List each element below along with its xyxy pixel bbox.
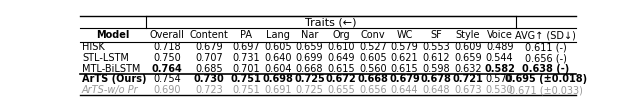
- Text: 0.527: 0.527: [359, 42, 387, 52]
- Text: 0.685: 0.685: [195, 64, 223, 74]
- Text: Lang: Lang: [266, 30, 290, 40]
- Text: 0.671 (±0.033): 0.671 (±0.033): [509, 85, 582, 95]
- Text: Style: Style: [456, 30, 480, 40]
- Text: 0.723: 0.723: [195, 85, 223, 95]
- Text: 0.656 (-): 0.656 (-): [525, 53, 566, 63]
- Text: ArTS-w/o Pr: ArTS-w/o Pr: [82, 85, 139, 95]
- Text: 0.701: 0.701: [232, 64, 260, 74]
- Text: AVG↑ (SD↓): AVG↑ (SD↓): [515, 30, 576, 40]
- Text: Content: Content: [189, 30, 228, 40]
- Text: 0.698: 0.698: [262, 74, 293, 84]
- Text: 0.751: 0.751: [232, 85, 260, 95]
- Text: 0.605: 0.605: [359, 53, 387, 63]
- Text: 0.731: 0.731: [232, 53, 260, 63]
- Text: 0.707: 0.707: [195, 53, 223, 63]
- Text: 0.489: 0.489: [486, 42, 513, 52]
- Text: 0.655: 0.655: [328, 85, 355, 95]
- Text: PA: PA: [240, 30, 252, 40]
- Text: 0.764: 0.764: [152, 64, 182, 74]
- Text: 0.615: 0.615: [328, 64, 355, 74]
- Text: 0.668: 0.668: [296, 64, 323, 74]
- Text: HISK: HISK: [82, 42, 105, 52]
- Text: 0.695 (±0.018): 0.695 (±0.018): [505, 74, 587, 84]
- Text: 0.570: 0.570: [486, 74, 513, 84]
- Text: 0.754: 0.754: [153, 74, 181, 84]
- Text: 0.609: 0.609: [454, 42, 482, 52]
- Text: WC: WC: [396, 30, 413, 40]
- Text: 0.678: 0.678: [421, 74, 452, 84]
- Text: 0.721: 0.721: [452, 74, 483, 84]
- Text: 0.690: 0.690: [153, 85, 180, 95]
- Text: 0.621: 0.621: [391, 53, 419, 63]
- Text: 0.649: 0.649: [328, 53, 355, 63]
- Text: 0.697: 0.697: [232, 42, 260, 52]
- Text: 0.725: 0.725: [296, 85, 323, 95]
- Text: 0.579: 0.579: [391, 42, 419, 52]
- Text: 0.530: 0.530: [486, 85, 513, 95]
- Text: 0.679: 0.679: [195, 42, 223, 52]
- Text: 0.673: 0.673: [454, 85, 482, 95]
- Text: 0.553: 0.553: [422, 42, 450, 52]
- Text: 0.730: 0.730: [194, 74, 225, 84]
- Text: MTL-BiLSTM: MTL-BiLSTM: [82, 64, 140, 74]
- Text: 0.611 (-): 0.611 (-): [525, 42, 566, 52]
- Text: 0.640: 0.640: [264, 53, 292, 63]
- Text: 0.691: 0.691: [264, 85, 292, 95]
- Text: 0.638 (-): 0.638 (-): [522, 64, 570, 74]
- Text: 0.544: 0.544: [486, 53, 513, 63]
- Text: 0.644: 0.644: [391, 85, 419, 95]
- Text: 0.656: 0.656: [359, 85, 387, 95]
- Text: Conv: Conv: [360, 30, 385, 40]
- Text: Nar: Nar: [301, 30, 318, 40]
- Text: 0.725: 0.725: [294, 74, 325, 84]
- Text: Voice: Voice: [487, 30, 513, 40]
- Text: 0.648: 0.648: [422, 85, 450, 95]
- Text: 0.750: 0.750: [153, 53, 181, 63]
- Text: Model: Model: [97, 30, 130, 40]
- Text: 0.632: 0.632: [454, 64, 482, 74]
- Text: 0.612: 0.612: [422, 53, 450, 63]
- Text: 0.560: 0.560: [359, 64, 387, 74]
- Text: 0.699: 0.699: [296, 53, 323, 63]
- Text: 0.598: 0.598: [422, 64, 450, 74]
- Text: 0.718: 0.718: [153, 42, 180, 52]
- Text: 0.672: 0.672: [326, 74, 356, 84]
- Text: STL-LSTM: STL-LSTM: [82, 53, 129, 63]
- Text: ArTS (Ours): ArTS (Ours): [82, 74, 147, 84]
- Text: 0.679: 0.679: [389, 74, 420, 84]
- Text: 0.751: 0.751: [231, 74, 262, 84]
- Text: 0.604: 0.604: [264, 64, 292, 74]
- Text: 0.610: 0.610: [328, 42, 355, 52]
- Text: 0.668: 0.668: [358, 74, 388, 84]
- Text: Traits (←): Traits (←): [305, 17, 356, 27]
- Text: SF: SF: [431, 30, 442, 40]
- Text: Org: Org: [332, 30, 350, 40]
- Text: 0.659: 0.659: [454, 53, 482, 63]
- Text: 0.582: 0.582: [484, 64, 515, 74]
- Text: 0.605: 0.605: [264, 42, 292, 52]
- Text: Overall: Overall: [150, 30, 184, 40]
- Text: 0.615: 0.615: [391, 64, 419, 74]
- Text: 0.659: 0.659: [296, 42, 323, 52]
